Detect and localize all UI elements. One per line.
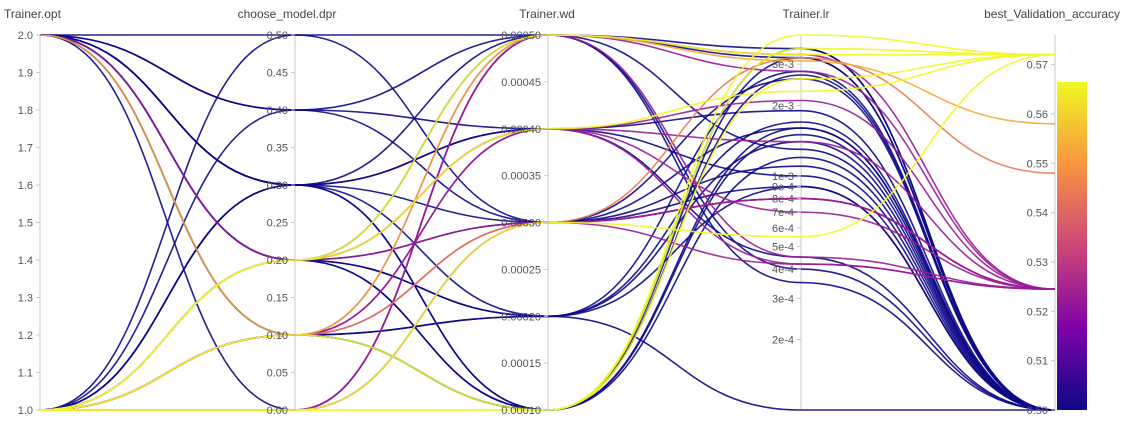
tick-label: 0.00040 (501, 124, 541, 136)
tick-label: 8e-4 (772, 194, 794, 206)
tick-label: 1.2 (18, 330, 33, 342)
tick-label: 0.30 (267, 180, 288, 192)
tick-label: 0.35 (267, 143, 288, 155)
tick-label: 7e-4 (772, 207, 794, 219)
tick-label: 0.10 (267, 330, 288, 342)
tick-label: 9e-4 (772, 182, 794, 194)
colorbar (1057, 82, 1087, 410)
tick-label: 0.05 (267, 368, 288, 380)
tick-label: 0.40 (267, 105, 288, 117)
tick-label: 0.15 (267, 293, 288, 305)
tick-label: 0.45 (267, 68, 288, 80)
tick-label: 1.8 (18, 105, 33, 117)
tick-label: 2e-3 (772, 100, 794, 112)
tick-label: 0.00030 (501, 218, 541, 230)
tick-label: 0.00 (267, 405, 288, 417)
tick-label: 0.00025 (501, 264, 541, 276)
tick-label: 0.51 (1027, 356, 1048, 368)
tick-label: 1.9 (18, 68, 33, 80)
tick-label: 0.50 (1027, 405, 1048, 417)
axis-title-3: Trainer.lr (783, 7, 830, 21)
tick-label: 0.00045 (501, 77, 541, 89)
tick-label: 0.53 (1027, 257, 1048, 269)
tick-label: 1.4 (18, 255, 33, 267)
tick-label: 0.00010 (501, 405, 541, 417)
tick-label: 2e-4 (772, 335, 794, 347)
axis-title-2: Trainer.wd (519, 7, 575, 21)
tick-label: 1.6 (18, 180, 33, 192)
tick-label: 0.52 (1027, 306, 1048, 318)
tick-label: 1.5 (18, 218, 33, 230)
tick-label: 0.56 (1027, 109, 1048, 121)
tick-label: 0.00020 (501, 311, 541, 323)
axis-title-1: choose_model.dpr (238, 7, 337, 21)
tick-label: 4e-4 (772, 264, 794, 276)
tick-label: 1.0 (18, 405, 33, 417)
tick-label: 3e-3 (772, 59, 794, 71)
tick-label: 1.3 (18, 293, 33, 305)
tick-label: 0.50 (267, 30, 288, 42)
tick-label: 6e-4 (772, 223, 794, 235)
tick-label: 0.20 (267, 255, 288, 267)
axis-title-4: best_Validation_accuracy (984, 7, 1120, 21)
tick-label: 3e-4 (772, 293, 794, 305)
tick-label: 1.7 (18, 143, 33, 155)
colorbar-gradient (1057, 82, 1087, 410)
tick-label: 2.0 (18, 30, 33, 42)
tick-label: 0.25 (267, 218, 288, 230)
tick-label: 0.00050 (501, 30, 541, 42)
tick-label: 0.57 (1027, 60, 1048, 72)
tick-label: 1.1 (18, 368, 33, 380)
tick-label: 0.55 (1027, 158, 1048, 170)
tick-label: 0.54 (1027, 208, 1048, 220)
axis-title-0: Trainer.opt (4, 7, 62, 21)
tick-label: 0.00015 (501, 358, 541, 370)
tick-label: 5e-4 (772, 241, 794, 253)
tick-label: 0.00035 (501, 171, 541, 183)
